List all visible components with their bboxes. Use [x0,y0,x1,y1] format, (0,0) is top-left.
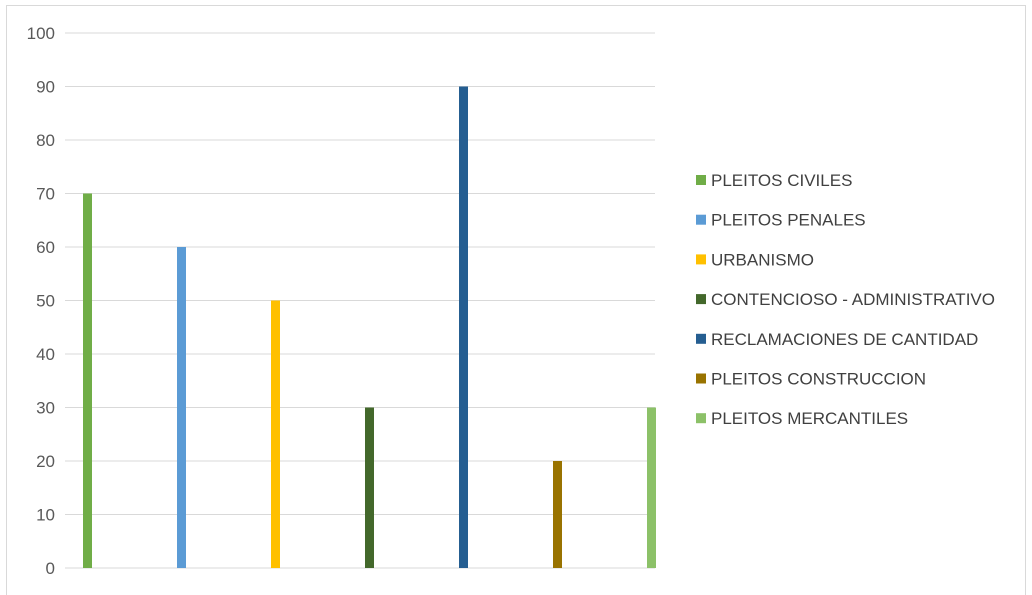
y-tick-label: 0 [46,559,55,578]
y-tick-label: 80 [36,131,55,150]
legend-swatch [696,254,706,265]
bar-5 [459,86,468,568]
y-tick-label: 70 [36,185,55,204]
legend-swatch [696,214,706,225]
y-tick-label: 100 [27,24,55,43]
legend-swatch [696,333,706,344]
legend-swatch [696,294,706,305]
legend-label: PLEITOS MERCANTILES [711,409,908,428]
legend-swatch [696,175,706,185]
legend-label: URBANISMO [711,250,814,269]
legend-swatch [696,373,706,384]
y-tick-label: 60 [36,238,55,257]
y-tick-label: 20 [36,452,55,471]
legend-label: PLEITOS CONSTRUCCION [711,370,926,389]
y-tick-label: 40 [36,345,55,364]
bar-4 [365,407,374,568]
bar-2 [177,247,186,568]
y-tick-label: 10 [36,506,55,525]
y-tick-label: 50 [36,292,55,311]
y-axis-ticks: 0 10 20 30 40 50 60 70 80 90 100 [27,24,55,578]
bar-7 [647,407,656,568]
bar-6 [553,461,562,568]
legend-label: PLEITOS CIVILES [711,171,852,190]
legend-label: CONTENCIOSO - ADMINISTRATIVO [711,290,995,309]
bar-1 [83,193,92,568]
legend: PLEITOS CIVILES PLEITOS PENALES URBANISMO C… [696,171,995,428]
legend-label: RECLAMACIONES DE CANTIDAD [711,330,978,349]
y-tick-label: 30 [36,399,55,418]
bar-3 [271,300,280,568]
bars [83,86,656,568]
gridlines [65,32,655,569]
y-tick-label: 90 [36,78,55,97]
legend-swatch [696,413,706,424]
legend-label: PLEITOS PENALES [711,211,866,230]
